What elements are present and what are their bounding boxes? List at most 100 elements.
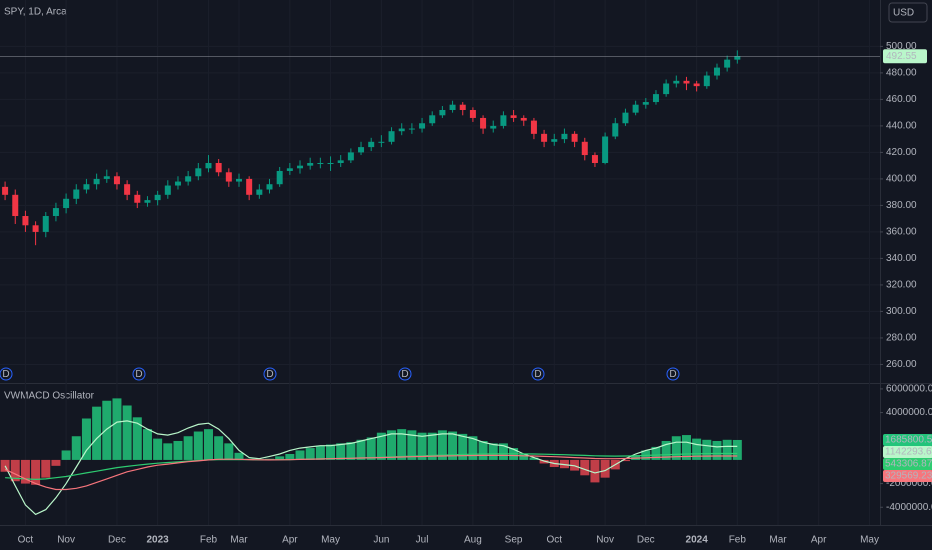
candle-body xyxy=(347,152,354,161)
candle-body xyxy=(490,125,497,129)
x-tick-label: May xyxy=(860,535,879,546)
x-tick-label: Aug xyxy=(464,535,482,546)
dividend-marker xyxy=(0,367,13,381)
y-tick-label: 360.00 xyxy=(886,227,917,238)
candle-body xyxy=(419,123,426,129)
x-tick-label: Oct xyxy=(18,535,34,546)
dividend-marker xyxy=(398,367,412,381)
x-tick-label: Jun xyxy=(373,535,389,546)
candle-body xyxy=(408,128,415,130)
candle-body xyxy=(429,115,436,124)
candle-body xyxy=(337,160,344,164)
x-tick-label: Dec xyxy=(637,535,655,546)
y-tick-label: 320.00 xyxy=(886,280,917,291)
histogram-bar xyxy=(102,400,112,460)
histogram-bar xyxy=(112,398,122,460)
candle-body xyxy=(622,112,629,124)
candle-body xyxy=(734,56,741,60)
chart-title: SPY, 1D, Arca xyxy=(4,7,67,18)
histogram-bar xyxy=(71,436,81,460)
candle-body xyxy=(713,67,720,76)
histogram-bar xyxy=(326,444,336,460)
candle-body xyxy=(154,194,161,201)
histogram-bar xyxy=(61,450,71,460)
histogram-bar xyxy=(468,436,478,460)
candle-body xyxy=(673,80,680,84)
histogram-bar xyxy=(92,406,102,460)
histogram-bar xyxy=(681,435,691,460)
y-tick-label: 400.00 xyxy=(886,174,917,185)
histogram-bar xyxy=(163,443,173,460)
y-tick-label: 280.00 xyxy=(886,333,917,344)
candle-body xyxy=(500,115,507,126)
histogram-bar xyxy=(366,437,376,460)
candle-body xyxy=(42,216,49,232)
x-tick-label: Jul xyxy=(416,535,429,546)
histogram-bar xyxy=(41,459,51,478)
histogram-bar xyxy=(132,417,142,460)
candle-body xyxy=(205,163,212,169)
candle-body xyxy=(73,189,80,199)
histogram-bar xyxy=(580,459,590,476)
histogram-bar xyxy=(10,459,20,482)
candle-body xyxy=(164,185,171,195)
x-tick-label: Sep xyxy=(505,535,523,546)
y-tick-label: 4000000.00 xyxy=(886,407,932,418)
candle-body xyxy=(378,141,385,143)
candle-body xyxy=(530,120,537,134)
candle-body xyxy=(327,163,334,165)
dividend-marker-label: D xyxy=(401,369,408,380)
x-tick-label: Feb xyxy=(200,535,218,546)
candle-body xyxy=(602,136,609,164)
x-tick-label: Apr xyxy=(282,535,298,546)
histogram-bar xyxy=(315,445,325,460)
currency-button[interactable] xyxy=(888,2,928,23)
histogram-bar xyxy=(722,439,732,460)
candle-body xyxy=(663,83,670,95)
currency-label[interactable]: USD xyxy=(893,8,914,19)
histogram-bar xyxy=(427,432,437,460)
candle-body xyxy=(124,184,131,195)
histogram-bar xyxy=(437,430,447,460)
oscillator-title: VWMACD Oscillator xyxy=(4,391,95,402)
histogram-bar xyxy=(529,457,539,460)
y-tick-label: 300.00 xyxy=(886,306,917,317)
candle-body xyxy=(2,186,9,195)
x-tick-label: Apr xyxy=(811,535,827,546)
histogram-bar xyxy=(224,443,234,460)
x-tick-label: 2024 xyxy=(686,535,709,546)
candle-body xyxy=(581,141,588,156)
value-label: 543306.87 xyxy=(885,459,932,470)
histogram-bar xyxy=(376,432,386,460)
candle-body xyxy=(510,115,517,118)
histogram-bar xyxy=(397,429,407,460)
candle-body xyxy=(703,75,710,87)
candle-body xyxy=(12,194,19,217)
candle-body xyxy=(113,176,120,185)
value-label: 1142293.64 xyxy=(885,447,932,458)
y-tick-label: -4000000.00 xyxy=(886,502,932,513)
histogram-bar xyxy=(356,439,366,460)
histogram-bar xyxy=(661,440,671,460)
x-tick-label: Oct xyxy=(546,535,562,546)
dividend-marker xyxy=(666,367,680,381)
candle-body xyxy=(307,163,314,166)
x-tick-label: 2023 xyxy=(147,535,170,546)
histogram-bar xyxy=(488,443,498,460)
candle-body xyxy=(286,168,293,171)
candle-body xyxy=(642,102,649,105)
y-tick-label: 6000000.00 xyxy=(886,384,932,395)
candle-body xyxy=(52,208,59,217)
candle-body xyxy=(541,133,548,142)
histogram-bar xyxy=(712,440,722,460)
histogram-bar xyxy=(651,446,661,460)
oscillator-plot xyxy=(0,398,742,516)
candle-body xyxy=(63,198,70,209)
candle-body xyxy=(195,168,202,177)
candle-body xyxy=(683,80,690,84)
histogram-bar xyxy=(387,430,397,460)
histogram-bar xyxy=(51,459,61,466)
candle-body xyxy=(388,131,395,142)
